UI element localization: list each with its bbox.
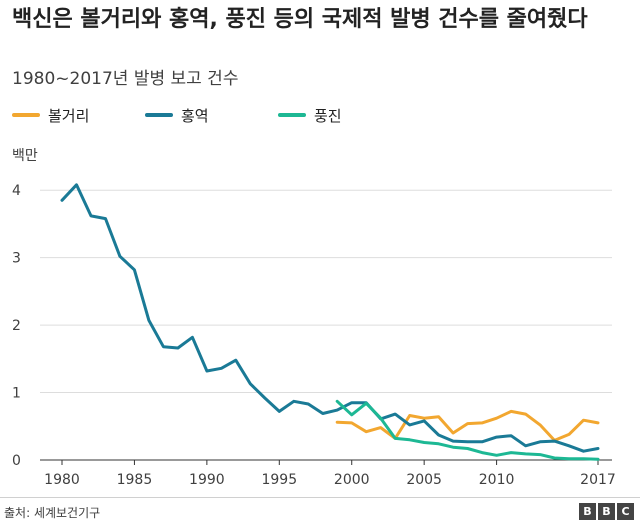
logo-letter: B [598, 503, 615, 520]
y-tick-label: 0 [12, 453, 21, 469]
x-tick-label: 2000 [334, 472, 370, 488]
bbc-logo: B B C [579, 503, 634, 520]
legend-swatch [12, 113, 40, 117]
footer-divider [0, 497, 640, 498]
legend-swatch [278, 113, 306, 117]
series-line-풍진 [335, 399, 600, 461]
legend-label: 풍진 [314, 106, 342, 125]
x-tick-label: 1980 [44, 472, 80, 488]
x-tick-label: 2017 [580, 472, 616, 488]
y-tick-label: 4 [12, 183, 21, 199]
legend-label: 홍역 [181, 106, 209, 125]
logo-letter: B [579, 503, 596, 520]
chart-title: 백신은 볼거리와 홍역, 풍진 등의 국제적 발병 건수를 줄여줬다 [12, 7, 588, 32]
x-tick-label: 1995 [261, 472, 297, 488]
y-tick-label: 2 [12, 318, 21, 334]
logo-letter: C [617, 503, 634, 520]
y-tick-label: 1 [12, 386, 21, 402]
source-note: 출처: 세계보건기구 [4, 506, 101, 520]
legend-item: 볼거리 [12, 103, 145, 127]
y-axis-label: 백만 [12, 148, 38, 164]
chart-legend: 볼거리 홍역 풍진 [12, 103, 411, 127]
line-chart: 백만 0 1 2 3 4 1980 1985 1990 1995 2000 2005 2010 2017 [12, 148, 616, 488]
legend-item: 풍진 [278, 103, 411, 127]
legend-swatch [145, 113, 173, 117]
legend-item: 홍역 [145, 103, 278, 127]
x-tick-label: 2005 [406, 472, 442, 488]
x-tick-label: 1990 [189, 472, 225, 488]
x-tick-label: 2010 [479, 472, 515, 488]
chart-subtitle: 1980~2017년 발병 보고 건수 [12, 69, 239, 89]
y-tick-label: 3 [12, 251, 21, 267]
x-tick-label: 1985 [117, 472, 153, 488]
series-line-홍역 [60, 183, 600, 453]
legend-label: 볼거리 [48, 106, 90, 125]
